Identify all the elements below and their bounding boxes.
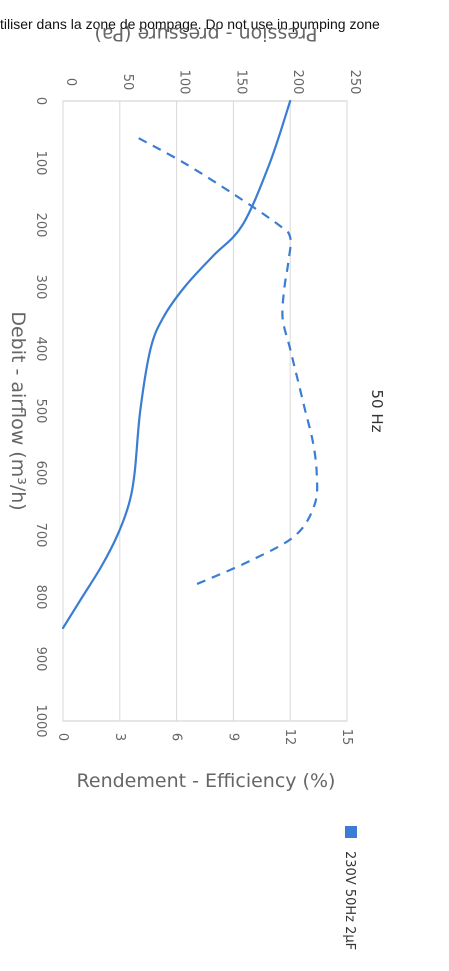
efficiency-curve (138, 137, 319, 586)
pressure-tick-label: 250 (347, 70, 362, 95)
airflow-tick-label: 800 (33, 585, 48, 610)
pressure-curve (61, 99, 292, 630)
airflow-tick-label: 900 (33, 647, 48, 672)
airflow-tick-label: 400 (33, 337, 48, 362)
series-group (61, 99, 319, 630)
efficiency-tick-label: 3 (112, 733, 127, 741)
efficiency-tick-label: 12 (282, 729, 297, 746)
airflow-axis-title: Debit - airflow (m³/h) (7, 311, 29, 510)
airflow-tick-label: 600 (33, 461, 48, 486)
airflow-tick-label: 300 (33, 275, 48, 300)
chart-title: 50 Hz (368, 389, 386, 432)
efficiency-tick-label: 9 (225, 733, 240, 741)
pressure-tick-label: 200 (290, 70, 305, 95)
efficiency-tick-label: 6 (169, 733, 184, 741)
airflow-tick-label: 200 (33, 213, 48, 238)
airflow-tick-label: 0 (33, 97, 48, 105)
airflow-tick-label: 700 (33, 523, 48, 548)
pressure-tick-label: 100 (177, 70, 192, 95)
efficiency-tick-label: 0 (55, 733, 70, 741)
pressure-tick-label: 0 (63, 78, 78, 86)
legend-label: 230V 50Hz 2µF (342, 851, 357, 950)
airflow-tick-label: 1000 (33, 704, 48, 737)
airflow-tick-label: 500 (33, 399, 48, 424)
pressure-axis-title: Pression - pressure (Pa) (94, 23, 317, 45)
legend-swatch (345, 826, 357, 838)
pumping-zone-note: tiliser dans la zone de pompage. Do not … (0, 16, 380, 32)
efficiency-tick-label: 15 (339, 729, 354, 746)
efficiency-axis-title: Rendement - Efficiency (%) (77, 770, 336, 792)
pressure-tick-label: 150 (233, 70, 248, 95)
airflow-tick-label: 100 (33, 151, 48, 176)
pressure-tick-label: 50 (120, 74, 135, 91)
grid-lines (62, 101, 348, 721)
